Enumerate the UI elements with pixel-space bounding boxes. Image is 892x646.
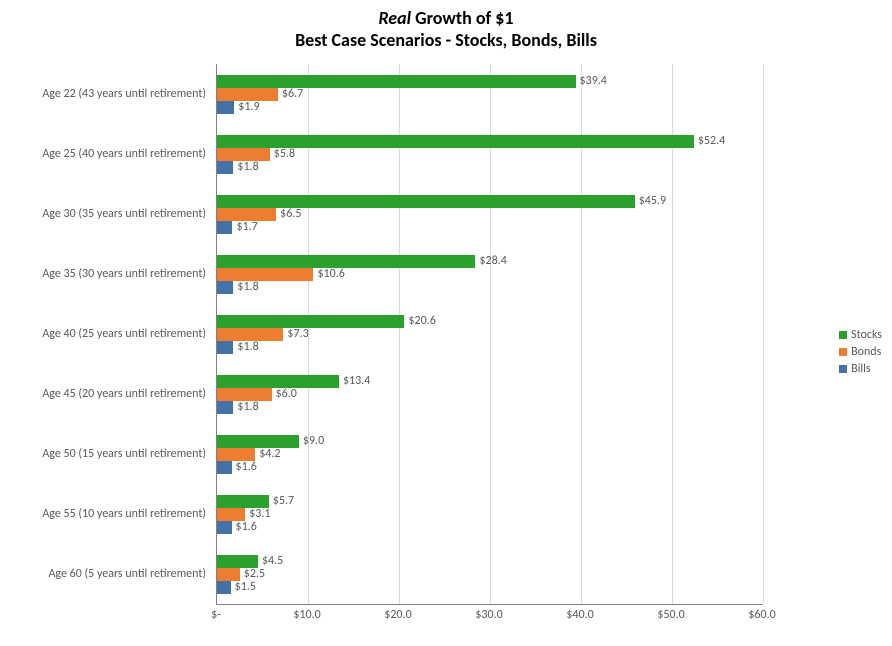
y-axis-label: Age 40 (25 years until retirement) xyxy=(42,327,206,341)
x-tick-label: $10.0 xyxy=(293,608,320,622)
bar-bonds xyxy=(217,388,272,401)
y-axis-label: Age 55 (10 years until retirement) xyxy=(42,507,206,521)
x-tick-label: $40.0 xyxy=(566,608,593,622)
bar-value-label: $9.0 xyxy=(303,434,324,448)
bar-value-label: $1.6 xyxy=(236,520,257,534)
x-tick-label: $20.0 xyxy=(384,608,411,622)
bar-stocks xyxy=(217,375,339,388)
bar-value-label: $1.8 xyxy=(237,400,258,414)
bar-bonds xyxy=(217,448,255,461)
chart-container: Real Growth of $1 Best Case Scenarios - … xyxy=(0,0,892,646)
bar-bonds xyxy=(217,508,245,521)
bar-stocks xyxy=(217,495,269,508)
bar-bonds xyxy=(217,268,313,281)
chart-body: Age 22 (43 years until retirement) Age 25… xyxy=(0,58,892,646)
legend-item-bonds: Bonds xyxy=(839,345,882,359)
chart-title: Real Growth of $1 Best Case Scenarios - … xyxy=(0,0,892,55)
bar-value-label: $1.8 xyxy=(237,160,258,174)
bar-value-label: $10.6 xyxy=(317,267,344,281)
y-axis-label: Age 22 (43 years until retirement) xyxy=(42,87,206,101)
bar-value-label: $13.4 xyxy=(343,374,370,388)
legend-label-bonds: Bonds xyxy=(851,345,881,359)
bar-bonds xyxy=(217,328,283,341)
title-line-2: Best Case Scenarios - Stocks, Bonds, Bil… xyxy=(0,30,892,52)
bar-value-label: $20.6 xyxy=(408,314,435,328)
bar-stocks xyxy=(217,255,475,268)
legend-label-bills: Bills xyxy=(851,362,870,376)
title-italic-word: Real xyxy=(378,7,411,29)
legend-item-bills: Bills xyxy=(839,362,882,376)
bar-bills xyxy=(217,341,233,354)
bar-value-label: $1.9 xyxy=(238,100,259,114)
bar-value-label: $7.3 xyxy=(287,327,308,341)
legend: Stocks Bonds Bills xyxy=(839,325,882,379)
bar-stocks xyxy=(217,195,635,208)
bar-group: $28.4 $10.6 $1.8 xyxy=(217,244,763,304)
bar-bills xyxy=(217,461,232,474)
bar-value-label: $1.8 xyxy=(237,280,258,294)
bar-group: $4.5$2.5$1.5 xyxy=(217,544,763,604)
bar-group: $52.4 $5.8 $1.8 xyxy=(217,124,763,184)
bar-bills xyxy=(217,281,233,294)
bar-stocks xyxy=(217,135,694,148)
bar-group: $9.0 $4.2$1.6 xyxy=(217,424,763,484)
bar-value-label: $3.1 xyxy=(249,507,270,521)
bar-group: $39.4 $6.7 $1.9 xyxy=(217,64,763,124)
y-axis-label: Age 50 (15 years until retirement) xyxy=(42,447,206,461)
bar-group: $5.7$3.1$1.6 xyxy=(217,484,763,544)
x-tick-label: $- xyxy=(211,608,221,622)
bar-value-label: $4.5 xyxy=(262,554,283,568)
plot-area: $39.4$6.7$1.9$52.4$5.8$1.8$45.9$6.5$1.7$… xyxy=(216,64,763,605)
bar-group: $13.4 $6.0 $1.8 xyxy=(217,364,763,424)
bar-bills xyxy=(217,161,233,174)
title-rest: Growth of $1 xyxy=(411,7,513,29)
x-tick-label: $60.0 xyxy=(748,608,775,622)
bar-bonds xyxy=(217,88,278,101)
bar-value-label: $28.4 xyxy=(479,254,506,268)
bar-value-label: $4.2 xyxy=(259,447,280,461)
bar-stocks xyxy=(217,75,576,88)
title-line-1: Real Growth of $1 xyxy=(0,8,892,30)
legend-item-stocks: Stocks xyxy=(839,328,882,342)
bar-value-label: $1.7 xyxy=(236,220,257,234)
x-tick-label: $50.0 xyxy=(657,608,684,622)
legend-swatch-bills xyxy=(839,365,847,373)
bar-value-label: $5.7 xyxy=(273,494,294,508)
legend-swatch-bonds xyxy=(839,348,847,356)
bar-bonds xyxy=(217,568,240,581)
bar-value-label: $52.4 xyxy=(698,134,725,148)
bar-bills xyxy=(217,521,232,534)
gridline xyxy=(763,64,764,604)
bar-value-label: $1.5 xyxy=(235,580,256,594)
y-axis-label: Age 25 (40 years until retirement) xyxy=(42,147,206,161)
bar-bills xyxy=(217,401,233,414)
bar-value-label: $1.8 xyxy=(237,340,258,354)
x-tick-label: $30.0 xyxy=(475,608,502,622)
bar-bonds xyxy=(217,208,276,221)
bar-group: $45.9 $6.5 $1.7 xyxy=(217,184,763,244)
y-axis-label: Age 60 (5 years until retirement) xyxy=(48,567,206,581)
bar-value-label: $5.8 xyxy=(274,147,295,161)
bar-value-label: $6.0 xyxy=(276,387,297,401)
y-axis-label: Age 45 (20 years until retirement) xyxy=(42,387,206,401)
bar-value-label: $1.6 xyxy=(236,460,257,474)
bar-value-label: $6.5 xyxy=(280,207,301,221)
bar-bills xyxy=(217,221,232,234)
bar-value-label: $2.5 xyxy=(244,567,265,581)
bar-value-label: $6.7 xyxy=(282,87,303,101)
bar-group: $20.6 $7.3 $1.8 xyxy=(217,304,763,364)
bar-value-label: $39.4 xyxy=(580,74,607,88)
bar-bills xyxy=(217,581,231,594)
bar-stocks xyxy=(217,435,299,448)
legend-label-stocks: Stocks xyxy=(851,328,882,342)
legend-swatch-stocks xyxy=(839,331,847,339)
bar-value-label: $45.9 xyxy=(639,194,666,208)
bar-stocks xyxy=(217,555,258,568)
y-axis-label: Age 35 (30 years until retirement) xyxy=(42,267,206,281)
y-axis-label: Age 30 (35 years until retirement) xyxy=(42,207,206,221)
bar-stocks xyxy=(217,315,404,328)
bar-bills xyxy=(217,101,234,114)
bar-bonds xyxy=(217,148,270,161)
